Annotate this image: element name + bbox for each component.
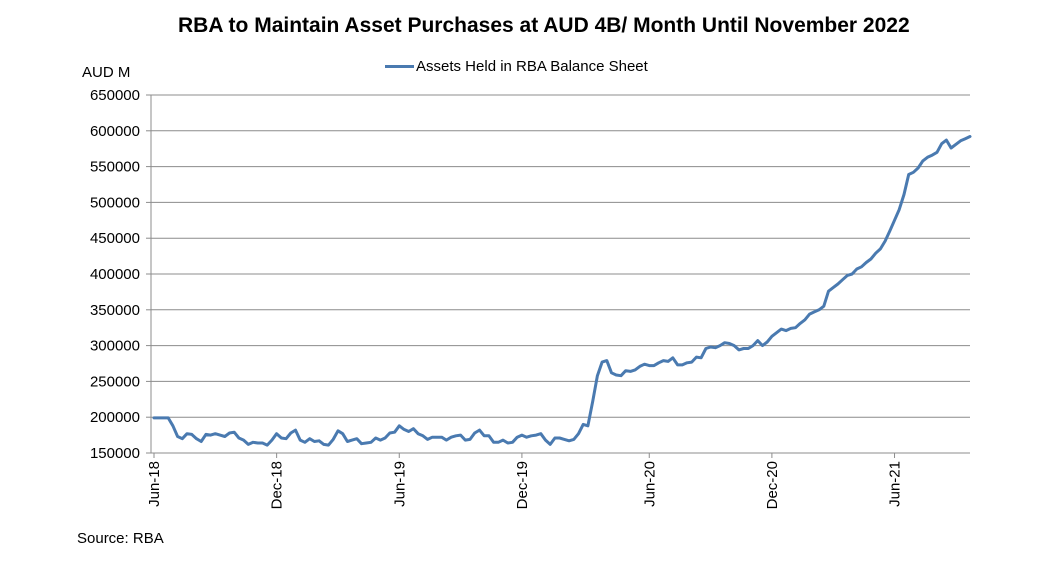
y-tick-label: 450000 bbox=[90, 230, 140, 247]
y-tick-label: 600000 bbox=[90, 123, 140, 140]
x-tick-label: Dec-18 bbox=[269, 461, 286, 509]
legend-line-swatch bbox=[385, 65, 414, 68]
legend: Assets Held in RBA Balance Sheet bbox=[385, 58, 648, 75]
y-tick-label: 200000 bbox=[90, 409, 140, 426]
series-line-assets-held bbox=[152, 135, 972, 447]
x-tick-label: Jun-18 bbox=[146, 461, 163, 507]
y-tick-label: 400000 bbox=[90, 266, 140, 283]
y-tick-label: 300000 bbox=[90, 338, 140, 355]
x-tick-label: Jun-19 bbox=[391, 461, 408, 507]
x-tick-label: Dec-19 bbox=[514, 461, 531, 509]
y-tick-label: 350000 bbox=[90, 302, 140, 319]
y-axis-unit-label: AUD M bbox=[82, 64, 131, 81]
y-tick-label: 250000 bbox=[90, 373, 140, 390]
x-tick-label: Jun-20 bbox=[641, 461, 658, 507]
legend-label: Assets Held in RBA Balance Sheet bbox=[416, 58, 648, 75]
source-note: Source: RBA bbox=[77, 530, 164, 547]
x-tick-label: Jun-21 bbox=[887, 461, 904, 507]
chart-title: RBA to Maintain Asset Purchases at AUD 4… bbox=[178, 14, 910, 37]
x-tick-label: Dec-20 bbox=[764, 461, 781, 509]
y-tick-label: 150000 bbox=[90, 445, 140, 462]
y-tick-label: 650000 bbox=[90, 87, 140, 104]
y-tick-label: 500000 bbox=[90, 194, 140, 211]
y-tick-label: 550000 bbox=[90, 159, 140, 176]
